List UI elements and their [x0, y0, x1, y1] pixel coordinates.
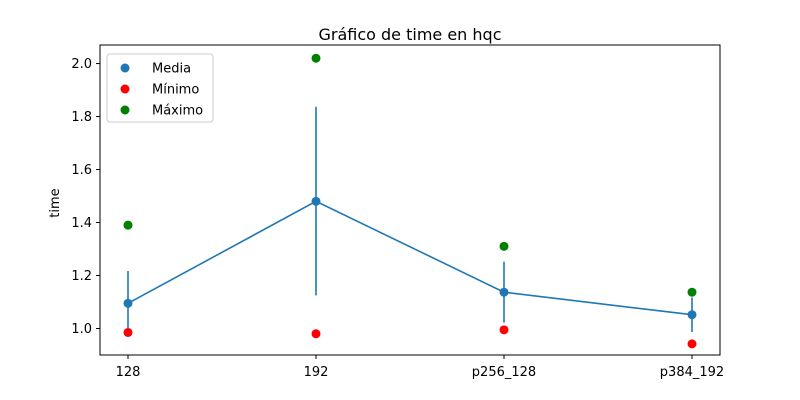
plot-area: 1.0 1.2 1.4 1.6 1.8 2.0 128 192 p256_128 p384_192	[71, 53, 724, 380]
plot-frame	[99, 44, 721, 356]
legend-marker	[120, 84, 130, 94]
y-tick-label: 1.4	[71, 216, 92, 231]
legend-label: Mínimo	[152, 83, 199, 98]
data-point	[311, 329, 321, 339]
x-tick-label: p384_192	[660, 365, 724, 380]
y-tick-label: 1.6	[71, 163, 92, 178]
data-point	[687, 310, 697, 320]
data-point	[311, 196, 321, 206]
x-tick-label: 128	[116, 365, 141, 380]
y-tick-label: 1.0	[71, 322, 92, 337]
legend-label: Media	[152, 62, 191, 77]
data-point	[687, 287, 697, 297]
chart-title: Gráfico de time en hqc	[318, 25, 501, 44]
x-tick-label: 192	[304, 365, 329, 380]
data-point	[499, 325, 509, 335]
data-point	[123, 220, 133, 230]
y-tick-label: 1.8	[71, 110, 92, 125]
data-point	[311, 53, 321, 63]
legend-marker	[120, 105, 130, 115]
legend-marker	[120, 63, 130, 73]
x-tick-label: p256_128	[472, 365, 536, 380]
data-point	[123, 298, 133, 308]
data-point	[499, 287, 509, 297]
data-point	[499, 241, 509, 251]
series-line-0	[127, 200, 693, 316]
y-axis-label: time	[48, 188, 63, 217]
data-point	[123, 327, 133, 337]
legend: Media Mínimo Máximo	[106, 53, 214, 123]
y-tick-label: 2.0	[71, 57, 92, 72]
legend-label: Máximo	[152, 104, 203, 119]
data-point	[687, 339, 697, 349]
legend-box	[106, 53, 214, 123]
y-tick-label: 1.2	[71, 269, 92, 284]
